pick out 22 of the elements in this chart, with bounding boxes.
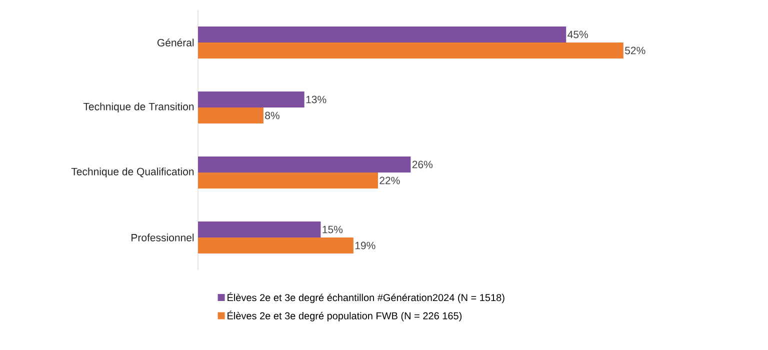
bar (198, 156, 411, 173)
bar (198, 222, 321, 238)
bar (198, 238, 354, 254)
bar (198, 92, 304, 108)
data-label: 15% (322, 226, 343, 234)
legend-label: Élèves 2e et 3e degré échantillon #Génération2024 (N = 1518) (228, 292, 504, 304)
legend-label: Élèves 2e et 3e degré population FWB (N = 226 165) (228, 310, 462, 322)
data-label: 13% (306, 96, 326, 104)
y-tick-label: Technique de Transition (83, 102, 194, 112)
bar (198, 26, 566, 42)
y-tick-label: Professionnel (132, 234, 194, 242)
data-label: 8% (265, 112, 280, 120)
bar (198, 172, 378, 189)
data-label: 45% (568, 30, 588, 38)
data-label: 26% (412, 160, 433, 168)
y-tick-label: Technique de Qualification (71, 168, 194, 178)
bar (198, 108, 264, 124)
data-label: 52% (625, 46, 646, 54)
y-tick-label: Général (157, 38, 194, 46)
bar (198, 42, 624, 58)
data-label: 22% (380, 176, 400, 184)
data-label: 19% (355, 242, 376, 250)
